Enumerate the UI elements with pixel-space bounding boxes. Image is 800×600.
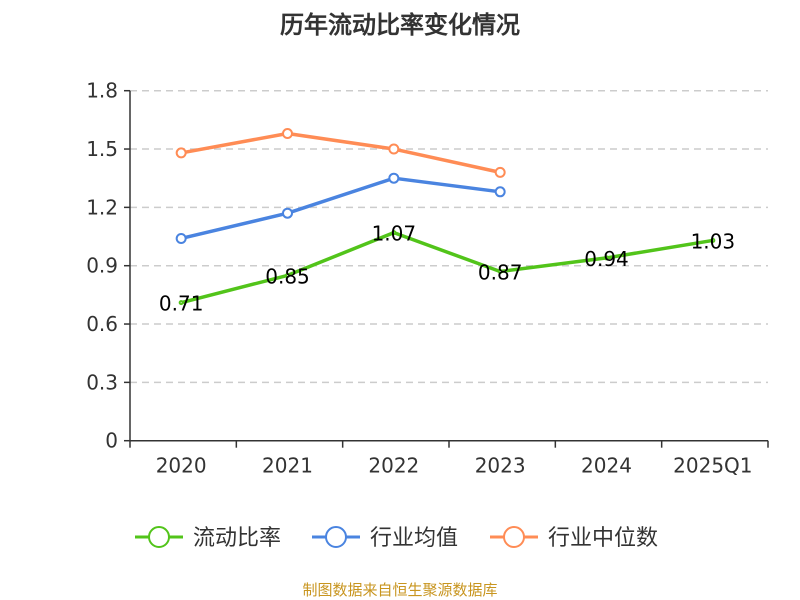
legend-item[interactable]: 行业均值	[312, 526, 458, 551]
data-point	[494, 186, 506, 198]
data-point	[178, 300, 184, 306]
y-tick-label: 1.2	[86, 195, 118, 219]
legend-marker-icon	[503, 526, 525, 548]
x-tick-label: 2022	[368, 454, 419, 478]
x-tick-label: 2023	[475, 454, 526, 478]
data-label: 0.85	[265, 264, 310, 288]
x-tick-label: 2020	[156, 454, 207, 478]
legend-marker-icon	[325, 526, 347, 548]
data-label: 1.03	[691, 229, 736, 253]
data-point	[285, 272, 290, 278]
x-tick-label: 2025Q1	[673, 454, 752, 478]
y-tick-label: 1.8	[86, 79, 118, 103]
data-point	[175, 147, 187, 159]
series-line	[180, 176, 501, 241]
source-note: 制图数据来自恒生聚源数据库	[302, 581, 497, 599]
legend-item[interactable]: 行业中位数	[490, 526, 658, 551]
series-line	[180, 131, 501, 175]
x-tick-label: 2021	[262, 454, 313, 478]
data-label: 0.87	[478, 261, 523, 285]
data-label: 0.71	[159, 292, 204, 316]
data-point	[388, 143, 400, 155]
y-tick-label: 0.9	[86, 254, 118, 278]
legend-item[interactable]: 流动比率	[135, 526, 281, 551]
legend-label: 行业中位数	[548, 526, 658, 551]
legend-label: 流动比率	[193, 526, 281, 551]
data-point	[175, 232, 187, 244]
data-point	[391, 230, 397, 236]
y-tick-label: 0	[105, 429, 118, 453]
data-point	[604, 255, 609, 261]
series-line	[180, 230, 714, 305]
data-point	[282, 207, 293, 219]
data-label: 0.94	[584, 247, 629, 271]
data-point	[388, 172, 400, 184]
data-label: 1.07	[372, 222, 417, 246]
y-tick-label: 1.5	[86, 137, 118, 161]
data-point	[282, 127, 293, 139]
data-point	[710, 237, 716, 243]
data-point	[497, 269, 503, 275]
legend-label: 行业均值	[370, 526, 458, 551]
y-tick-label: 0.3	[86, 370, 118, 394]
y-tick-label: 0.6	[86, 312, 118, 336]
data-point	[494, 166, 506, 178]
x-tick-label: 2024	[581, 454, 632, 478]
chart-title: 历年流动比率变化情况	[280, 11, 520, 39]
legend-marker-icon	[148, 526, 170, 548]
